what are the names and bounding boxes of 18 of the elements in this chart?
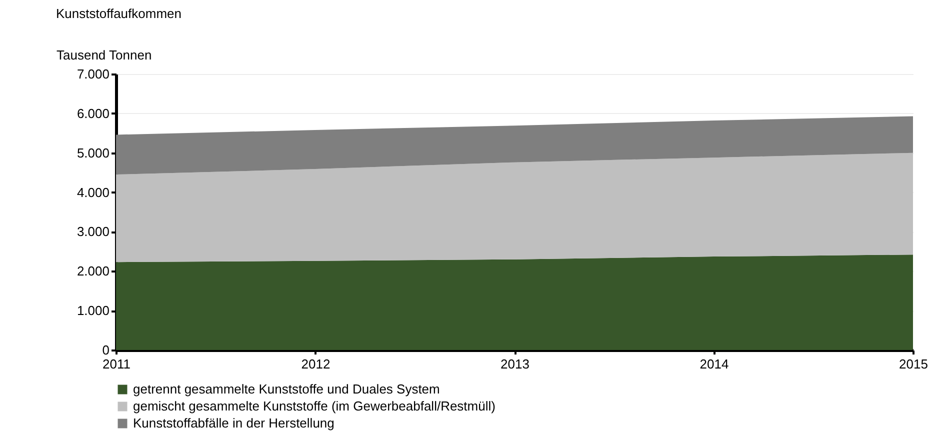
y-axis-title: Tausend Tonnen [56,48,152,62]
chart-title: Kunststoffaufkommen [56,6,182,21]
legend-label: gemischt gesammelte Kunststoffe (im Gewerbeabfall/Restmüll) [133,398,496,414]
x-tick-label: 2013 [500,356,530,372]
legend-label: Kunststoffabfälle in der Herstellung [133,416,334,430]
legend-label: getrennt gesammelte Kunststoffe und Duales System [133,382,440,396]
x-tick-label: 2015 [899,356,928,372]
y-tick-label: 6.000 [76,106,110,121]
y-tick-label: 2.000 [76,264,110,279]
x-tick-label: 2014 [700,356,729,372]
x-tick-label: 2011 [102,356,130,372]
y-tick-label: 1.000 [76,303,110,318]
y-tick-label: 5.000 [76,145,110,160]
y-tick-label: 4.000 [76,184,110,200]
y-tick-label: 0 [102,342,110,358]
y-tick-label: 7.000 [76,66,110,82]
x-tick-label: 2012 [301,356,330,372]
y-tick-label: 3.000 [76,224,110,240]
